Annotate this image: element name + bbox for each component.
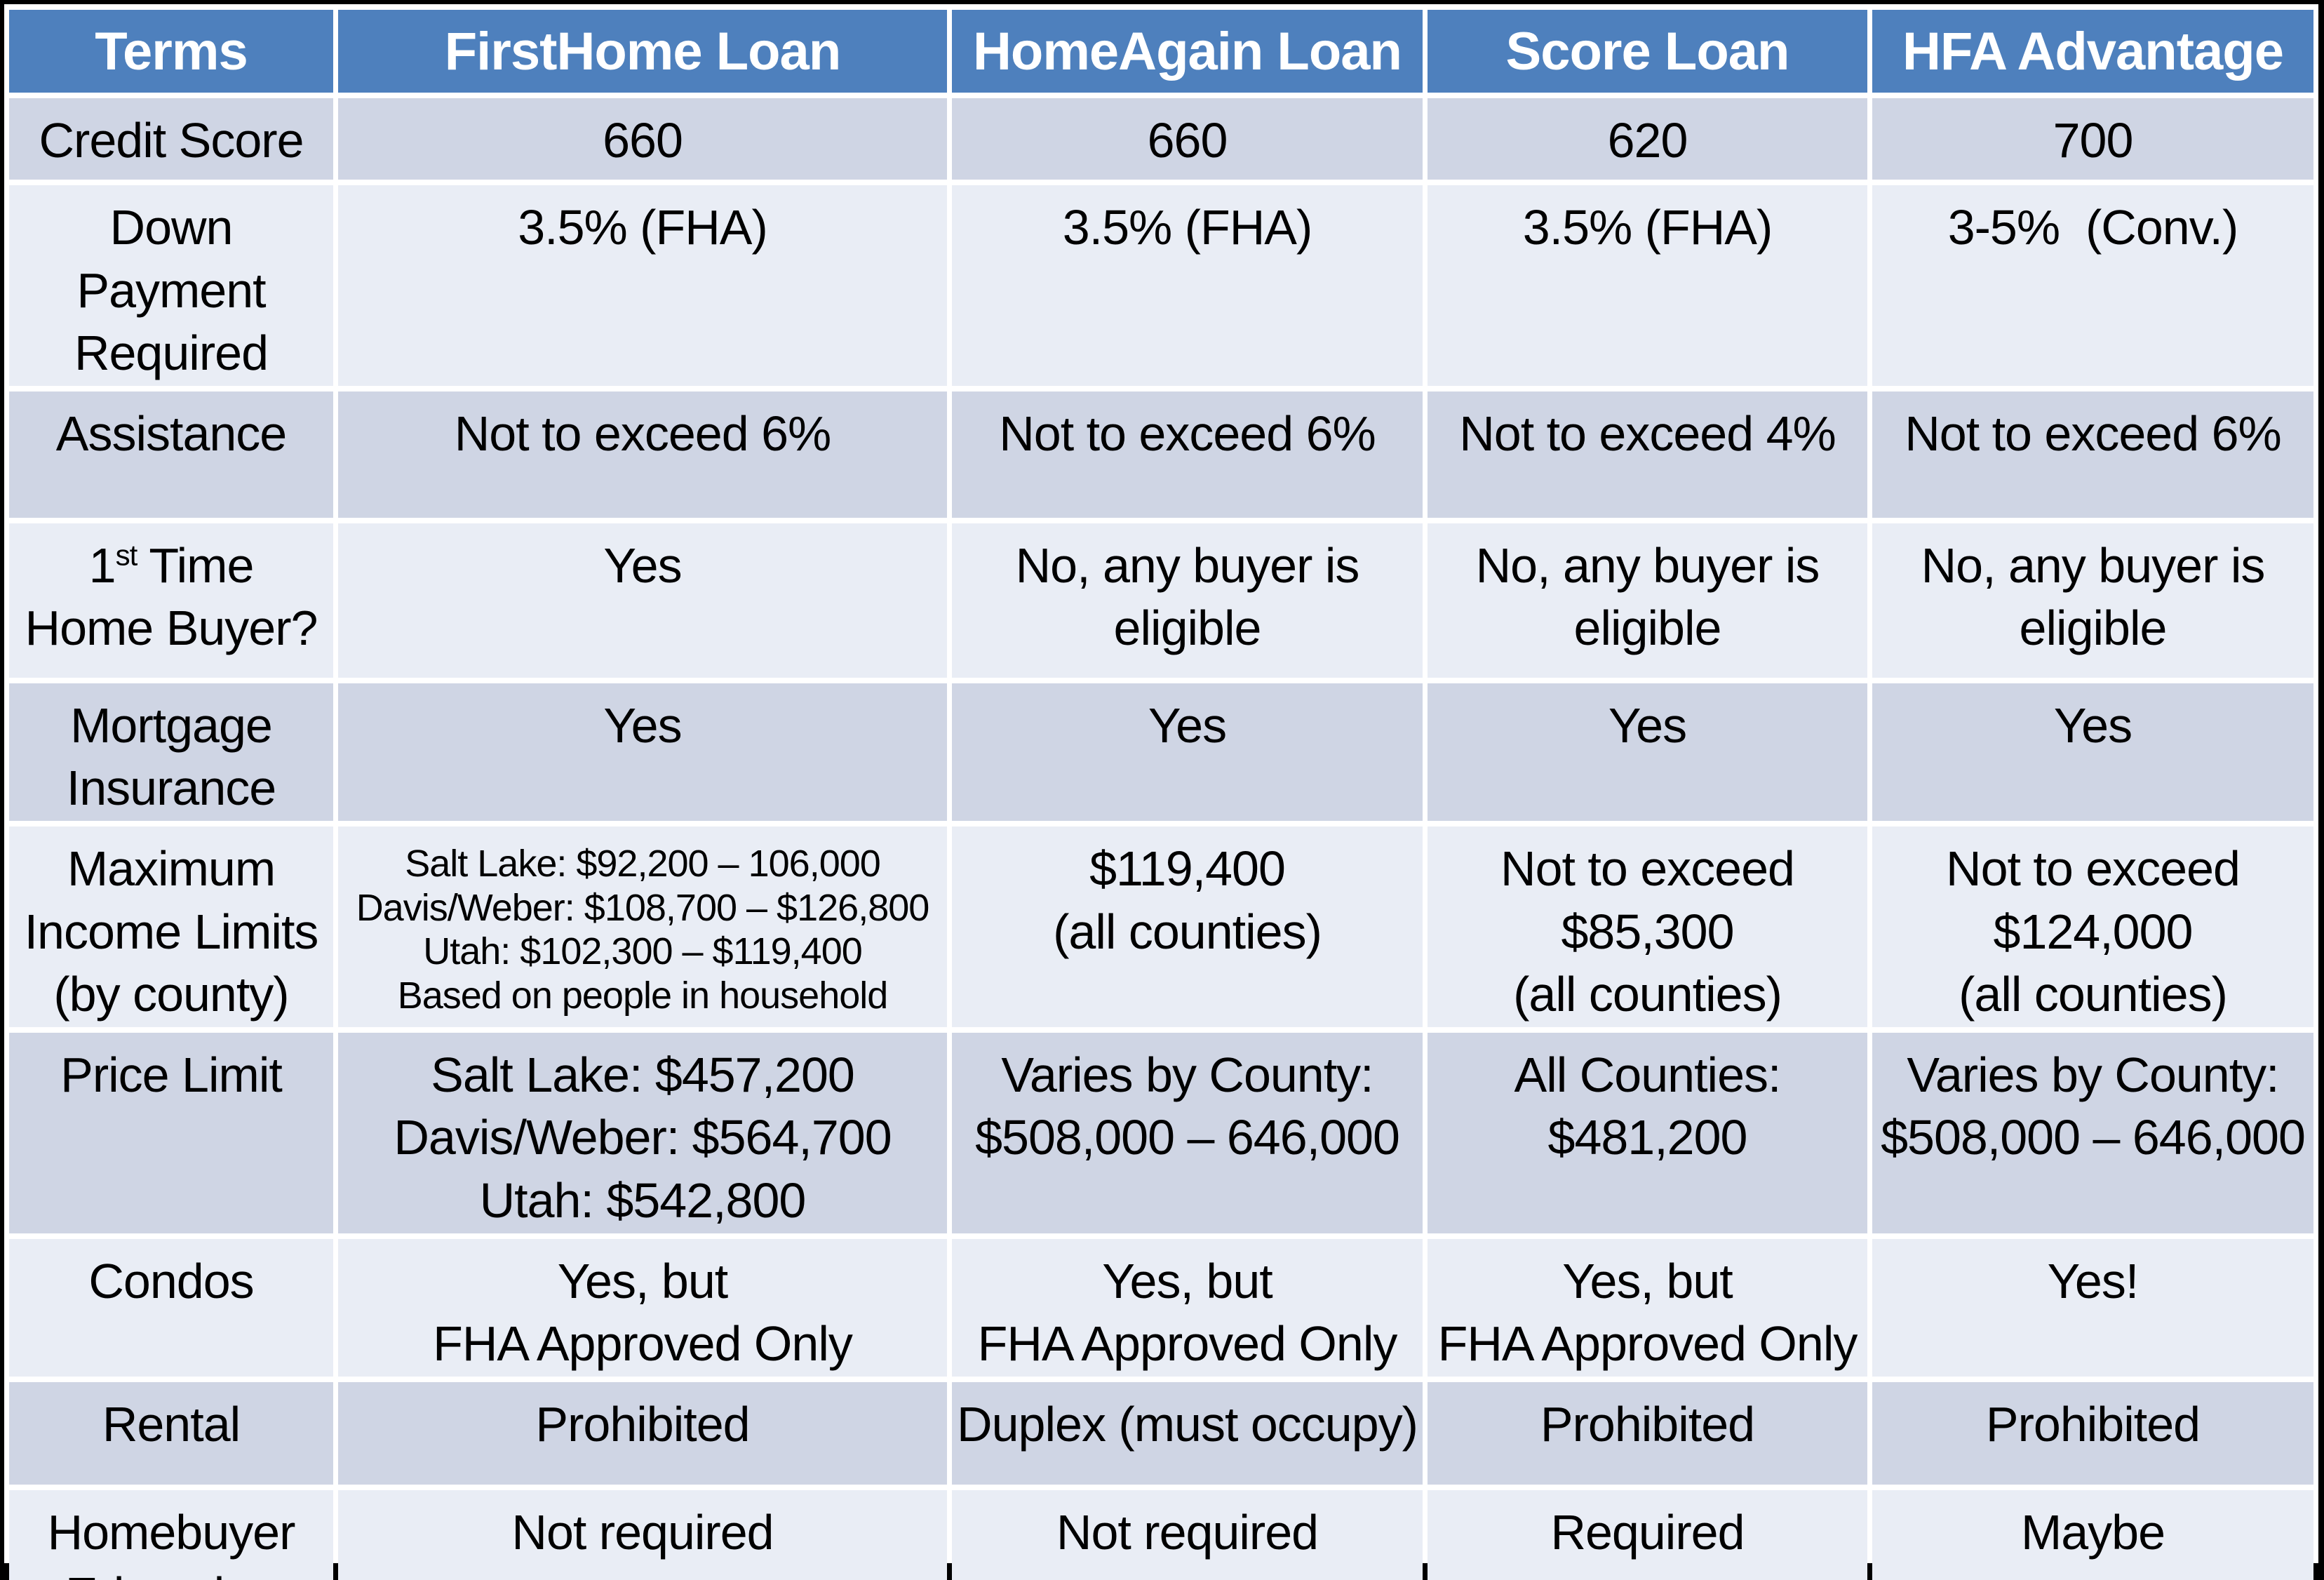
cell-credit-score-homeagain: 660: [952, 98, 1423, 180]
cell-price-limit-firsthome: Salt Lake: $457,200 Davis/Weber: $564,70…: [338, 1032, 947, 1233]
cell-first-time-score: No, any buyer is eligible: [1428, 523, 1867, 678]
cell-homebuyer-education-firsthome: Not required: [338, 1489, 947, 1580]
cell-income-limits-homeagain: $119,400 (all counties): [952, 826, 1423, 1027]
cell-homebuyer-education-hfa: Maybe: [1872, 1489, 2313, 1580]
cell-down-payment-firsthome: 3.5% (FHA): [338, 185, 947, 386]
cell-income-limits-hfa: Not to exceed $124,000 (all counties): [1872, 826, 2313, 1027]
row-label-down-payment: Down Payment Required: [9, 185, 333, 386]
row-assistance: Assistance Not to exceed 6% Not to excee…: [9, 391, 2313, 518]
row-label-rental: Rental: [9, 1381, 333, 1485]
row-label-condos: Condos: [9, 1238, 333, 1377]
row-rental: Rental Prohibited Duplex (must occupy) P…: [9, 1381, 2313, 1485]
column-header-score: Score Loan: [1428, 10, 1867, 93]
cell-assistance-homeagain: Not to exceed 6%: [952, 391, 1423, 518]
first-time-label-number: 1: [88, 537, 116, 593]
cell-mortgage-insurance-hfa: Yes: [1872, 683, 2313, 821]
cell-first-time-hfa: No, any buyer is eligible: [1872, 523, 2313, 678]
row-mortgage-insurance: Mortgage Insurance Yes Yes Yes Yes: [9, 683, 2313, 821]
row-label-price-limit: Price Limit: [9, 1032, 333, 1233]
cell-assistance-hfa: Not to exceed 6%: [1872, 391, 2313, 518]
cell-first-time-homeagain: No, any buyer is eligible: [952, 523, 1423, 678]
cell-credit-score-score: 620: [1428, 98, 1867, 180]
row-label-credit-score: Credit Score: [9, 98, 333, 180]
cell-price-limit-hfa: Varies by County: $508,000 – 646,000: [1872, 1032, 2313, 1233]
cell-mortgage-insurance-score: Yes: [1428, 683, 1867, 821]
cell-income-limits-firsthome: Salt Lake: $92,200 – 106,000 Davis/Weber…: [338, 826, 947, 1027]
header-row: Terms FirstHome Loan HomeAgain Loan Scor…: [9, 10, 2313, 93]
column-header-firsthome: FirstHome Loan: [338, 10, 947, 93]
cell-down-payment-score: 3.5% (FHA): [1428, 185, 1867, 386]
row-first-time-buyer: 1st Time Home Buyer? Yes No, any buyer i…: [9, 523, 2313, 678]
row-price-limit: Price Limit Salt Lake: $457,200 Davis/We…: [9, 1032, 2313, 1233]
cell-down-payment-hfa: 3-5% (Conv.): [1872, 185, 2313, 386]
table-sheet: Terms FirstHome Loan HomeAgain Loan Scor…: [4, 4, 2318, 1580]
cell-homebuyer-education-score: Required: [1428, 1489, 1867, 1580]
cell-homebuyer-education-homeagain: Not required: [952, 1489, 1423, 1580]
row-condos: Condos Yes, but FHA Approved Only Yes, b…: [9, 1238, 2313, 1377]
cell-down-payment-homeagain: 3.5% (FHA): [952, 185, 1423, 386]
cell-condos-hfa: Yes!: [1872, 1238, 2313, 1377]
cell-credit-score-firsthome: 660: [338, 98, 947, 180]
cell-rental-firsthome: Prohibited: [338, 1381, 947, 1485]
row-label-homebuyer-education: Homebuyer Education: [9, 1489, 333, 1580]
row-down-payment: Down Payment Required 3.5% (FHA) 3.5% (F…: [9, 185, 2313, 386]
cell-assistance-score: Not to exceed 4%: [1428, 391, 1867, 518]
cell-condos-firsthome: Yes, but FHA Approved Only: [338, 1238, 947, 1377]
column-header-terms: Terms: [9, 10, 333, 93]
cell-rental-hfa: Prohibited: [1872, 1381, 2313, 1485]
row-income-limits: Maximum Income Limits (by county) Salt L…: [9, 826, 2313, 1027]
cell-rental-homeagain: Duplex (must occupy): [952, 1381, 1423, 1485]
loan-comparison-table: Terms FirstHome Loan HomeAgain Loan Scor…: [4, 4, 2318, 1580]
cell-assistance-firsthome: Not to exceed 6%: [338, 391, 947, 518]
cell-income-limits-score: Not to exceed $85,300 (all counties): [1428, 826, 1867, 1027]
row-label-first-time-buyer: 1st Time Home Buyer?: [9, 523, 333, 678]
cell-price-limit-homeagain: Varies by County: $508,000 – 646,000: [952, 1032, 1423, 1233]
cell-price-limit-score: All Counties: $481,200: [1428, 1032, 1867, 1233]
row-label-mortgage-insurance: Mortgage Insurance: [9, 683, 333, 821]
cell-condos-score: Yes, but FHA Approved Only: [1428, 1238, 1867, 1377]
cell-mortgage-insurance-homeagain: Yes: [952, 683, 1423, 821]
first-time-label-text: Time Home Buyer?: [25, 537, 318, 656]
cell-first-time-firsthome: Yes: [338, 523, 947, 678]
column-header-homeagain: HomeAgain Loan: [952, 10, 1423, 93]
cell-rental-score: Prohibited: [1428, 1381, 1867, 1485]
cell-credit-score-hfa: 700: [1872, 98, 2313, 180]
row-label-income-limits: Maximum Income Limits (by county): [9, 826, 333, 1027]
cell-mortgage-insurance-firsthome: Yes: [338, 683, 947, 821]
column-header-hfa: HFA Advantage: [1872, 10, 2313, 93]
row-credit-score: Credit Score 660 660 620 700: [9, 98, 2313, 180]
row-label-assistance: Assistance: [9, 391, 333, 518]
first-time-label-ordinal: st: [115, 538, 138, 572]
cell-condos-homeagain: Yes, but FHA Approved Only: [952, 1238, 1423, 1377]
row-homebuyer-education: Homebuyer Education Not required Not req…: [9, 1489, 2313, 1580]
